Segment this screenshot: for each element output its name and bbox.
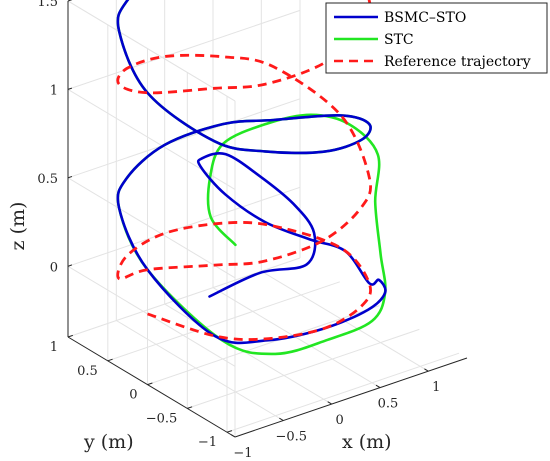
x-tick-mark — [375, 384, 381, 389]
y-tick-mark — [147, 382, 153, 386]
grid-line-y — [147, 305, 380, 386]
grid-line-x — [212, 287, 381, 389]
y-tick-mark — [107, 358, 113, 362]
x-axis-label: x (m) — [342, 431, 392, 453]
z-tick-mark — [67, 264, 73, 267]
z-tick-label: 1 — [50, 83, 58, 98]
y-tick-mark — [67, 334, 73, 338]
grid-layer — [67, 0, 468, 438]
z-tick-mark — [67, 0, 73, 2]
grid-line-x — [116, 320, 284, 421]
y-tick-label: 0 — [129, 388, 137, 403]
box-edge — [67, 0, 236, 102]
legend-label-bsmc-sto: BSMC–STO — [384, 10, 466, 26]
z-tick-label: 1.5 — [37, 0, 58, 10]
y-axis-line — [67, 336, 236, 438]
grid-line-y — [107, 281, 340, 362]
z-tick-mark — [67, 176, 73, 179]
y-tick-label: −0.5 — [146, 411, 178, 426]
x-tick-label: 0 — [336, 413, 344, 428]
grid-line-x — [164, 303, 332, 405]
x-tick-label: 1 — [432, 380, 440, 395]
z-tick-label: 0.5 — [37, 172, 58, 187]
box-edge — [67, 0, 73, 2]
grid-line-z — [67, 98, 301, 179]
axis-label-layer: z (m) y (m) x (m) — [7, 202, 392, 453]
x-tick-label: 0.5 — [378, 397, 399, 412]
legend: BSMC–STO STC Reference trajectory — [325, 2, 548, 74]
legend-label-stc: STC — [384, 32, 414, 48]
series-line-reference-trajectory — [116, 0, 372, 341]
z-tick-label: 0 — [50, 260, 58, 275]
z-tick-mark — [67, 87, 73, 90]
x-tick-label: −1 — [233, 446, 252, 461]
x-tick-mark — [424, 368, 429, 372]
y-tick-mark — [226, 430, 233, 433]
legend-label-reference-trajectory: Reference trajectory — [384, 54, 531, 70]
grid-line-z — [67, 9, 301, 90]
z-axis-label: z (m) — [7, 202, 29, 251]
y-tick-label: 1 — [50, 340, 58, 355]
x-tick-mark — [327, 401, 332, 405]
data-layer — [116, 0, 387, 356]
series-line-bsmc-sto — [116, 0, 387, 345]
x-tick-mark — [230, 434, 236, 438]
x-tick-label: −0.5 — [276, 430, 308, 445]
y-tick-mark — [187, 406, 193, 409]
grid-line-y — [67, 257, 301, 338]
grid-line-y — [226, 352, 460, 433]
grid-line-z — [67, 0, 73, 2]
x-tick-mark — [279, 417, 284, 421]
grid-line-y — [187, 328, 420, 409]
grid-line-z — [67, 177, 236, 279]
y-axis-label: y (m) — [83, 431, 134, 453]
grid-line-z — [67, 88, 236, 190]
tick-layer: −1 −0.5 0 0.5 1 −1 −0.5 0 0.5 1 0 0.5 1 1.5 — [37, 0, 440, 461]
x-axis-line — [234, 357, 468, 438]
grid-line-z — [67, 186, 301, 267]
y-tick-label: 0.5 — [77, 364, 98, 379]
y-tick-label: −1 — [198, 435, 217, 450]
